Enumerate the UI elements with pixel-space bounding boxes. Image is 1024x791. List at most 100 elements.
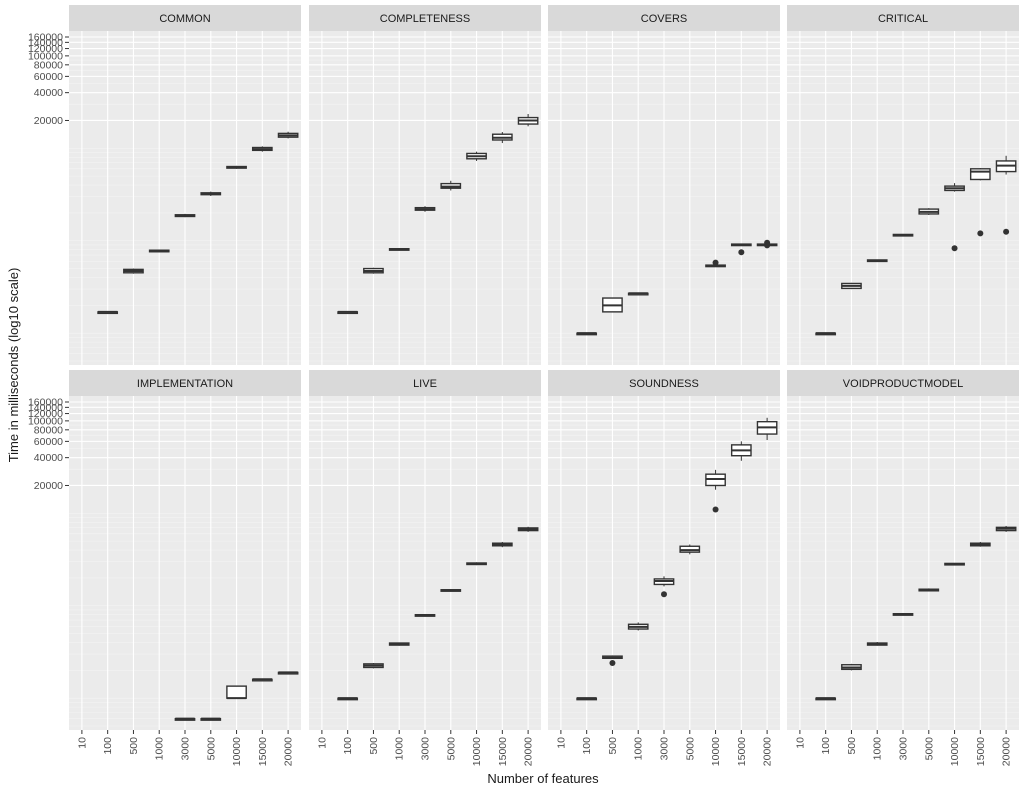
x-tick-label: 5000 [205, 737, 217, 761]
boxplot-10000 [944, 183, 965, 252]
y-tick-label: 80000 [34, 59, 63, 71]
y-tick-label: 160000 [28, 397, 63, 409]
facet-strip [309, 370, 541, 396]
facet-title: CRITICAL [878, 13, 928, 25]
x-tick-label: 15000 [497, 737, 509, 766]
facet-panel-implementation: IMPLEMENTATION 20000 40000 6000080000100000… [28, 370, 301, 766]
y-tick-label: 100000 [28, 415, 63, 427]
outlier-point [661, 591, 667, 598]
x-tick-label: 100 [581, 737, 593, 755]
facet-strip [548, 5, 780, 31]
box-iqr [226, 685, 247, 699]
x-tick-label: 20000 [762, 737, 774, 766]
facet-panel-live: LIVE 10 100 500 1000 3000 5000 10000 15000 20000 [309, 370, 541, 766]
y-tick-label: 40000 [34, 452, 63, 464]
facet-panel-critical: CRITICAL [787, 5, 1019, 365]
boxplot-15000 [730, 441, 752, 461]
boxplot-1000 [148, 249, 170, 253]
boxplot-10000 [944, 562, 965, 566]
outlier-point [951, 245, 958, 252]
outlier-point [977, 230, 984, 237]
x-tick-label: 500 [846, 737, 858, 755]
boxplot-15000 [730, 243, 752, 256]
boxplot-3000 [653, 576, 675, 598]
outlier-point [764, 239, 771, 246]
facet-title: SOUNDNESS [629, 378, 699, 390]
boxplot-20000 [517, 114, 539, 127]
x-tick-label: 15000 [736, 737, 748, 766]
x-tick-label: 15000 [975, 737, 987, 766]
facet-strip [309, 5, 541, 31]
x-tick-label: 500 [128, 737, 140, 755]
x-tick-label: 10000 [471, 737, 483, 766]
boxplot-10000 [226, 685, 247, 700]
boxplot-5000 [440, 180, 462, 191]
facet-title: COVERS [641, 13, 687, 25]
x-tick-label: 20000 [1001, 737, 1013, 766]
facet-title: COMMON [159, 13, 210, 25]
y-tick-label: 60000 [34, 71, 63, 83]
boxplot-5000 [918, 208, 940, 215]
boxplot-3000 [174, 213, 196, 218]
x-tick-label: 1000 [154, 737, 166, 761]
boxplot-100 [815, 697, 837, 701]
outlier-point [1003, 228, 1010, 235]
x-tick-label: 1000 [872, 737, 884, 761]
y-tick-label: 40000 [34, 87, 63, 99]
boxplot-100 [337, 697, 359, 701]
facet-panel-soundness: SOUNDNESS 10 100 500 1000 3000 5000 10000 15000 2… [548, 370, 780, 766]
facet-panel-common: COMMON 20000 40000 600008000010000012000014… [28, 5, 301, 365]
x-tick-label: 20000 [523, 737, 535, 766]
y-tick-label: 20000 [34, 115, 63, 127]
x-tick-label: 500 [607, 737, 619, 755]
facet-panels: COMMON2000040000600008000010000012000014… [28, 5, 1019, 766]
facet-panel-covers: COVERS [548, 5, 780, 365]
boxplot-100 [337, 310, 359, 315]
facet-title: LIVE [413, 378, 437, 390]
boxplot-15000 [491, 541, 513, 548]
boxplot-1000 [866, 259, 888, 263]
boxplot-20000 [277, 671, 299, 675]
facet-strip [787, 5, 1019, 31]
boxplot-100 [97, 310, 119, 315]
boxplot-500 [602, 655, 623, 667]
facet-title: IMPLEMENTATION [137, 378, 233, 390]
boxplot-5000 [679, 544, 701, 555]
outlier-point [712, 506, 719, 513]
x-tick-label: 3000 [659, 737, 671, 761]
y-axis-title: Time in milliseconds (log10 scale) [6, 268, 21, 463]
boxplot-5000 [440, 589, 462, 592]
boxplot-20000 [517, 526, 539, 532]
boxplot-5000 [200, 191, 222, 196]
facet-strip [69, 370, 301, 396]
x-tick-label: 10000 [231, 737, 243, 766]
outlier-point [609, 660, 616, 667]
x-tick-label: 10 [76, 737, 88, 749]
x-tick-label: 100 [820, 737, 832, 755]
y-tick-label: 80000 [34, 424, 63, 436]
x-tick-label: 10 [555, 737, 567, 749]
boxplot-15000 [969, 168, 991, 237]
boxplot-1000 [388, 248, 410, 251]
x-tick-label: 5000 [684, 737, 696, 761]
y-tick-label: 160000 [28, 32, 63, 44]
boxplot-3000 [414, 206, 436, 212]
boxplot-15000 [969, 541, 991, 547]
boxplot-500 [363, 267, 384, 274]
y-tick-label: 120000 [28, 43, 63, 55]
facet-panel-voidproductmodel: VOIDPRODUCTMODEL 10 100 500 1000 3000 5000 1000… [787, 370, 1019, 766]
x-tick-label: 100 [102, 737, 114, 755]
x-tick-label: 5000 [445, 737, 457, 761]
boxplot-20000 [277, 131, 299, 139]
x-tick-label: 10 [316, 737, 328, 749]
boxplot-3000 [414, 613, 436, 617]
boxplot-10000 [705, 259, 726, 268]
x-tick-label: 1000 [394, 737, 406, 761]
x-tick-label: 100 [342, 737, 354, 755]
facet-strip [787, 370, 1019, 396]
box-iqr [969, 168, 991, 181]
x-tick-label: 10 [794, 737, 806, 749]
boxplot-500 [841, 282, 862, 290]
boxplot-500 [123, 268, 144, 274]
